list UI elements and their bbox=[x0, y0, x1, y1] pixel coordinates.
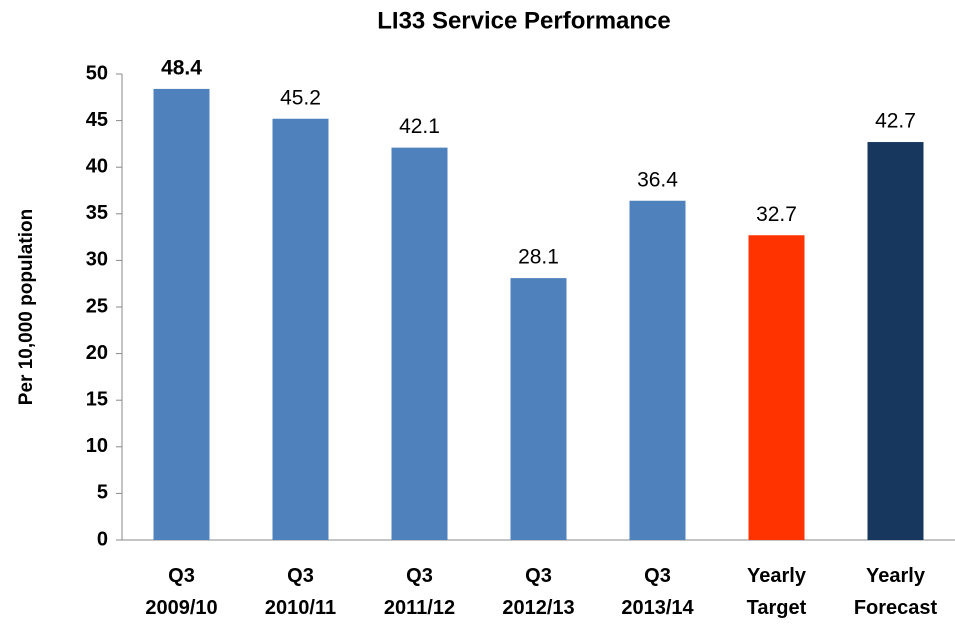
bar bbox=[391, 147, 448, 541]
x-tick-label: Yearly Target bbox=[746, 565, 807, 619]
data-label: 32.7 bbox=[756, 203, 797, 226]
y-tick-label: 5 bbox=[97, 482, 108, 504]
chart-title: LI33 Service Performance bbox=[377, 7, 671, 34]
data-label: 28.1 bbox=[518, 246, 559, 269]
x-tick-label: Q3 2010/11 bbox=[264, 565, 337, 619]
y-tick-label: 20 bbox=[86, 342, 108, 364]
bar bbox=[867, 142, 924, 540]
bar bbox=[629, 200, 686, 540]
y-tick-label: 40 bbox=[86, 155, 108, 177]
y-tick-label: 45 bbox=[86, 109, 108, 131]
bar bbox=[748, 235, 805, 540]
x-tick-label: Q3 2013/14 bbox=[621, 565, 694, 619]
data-label: 36.4 bbox=[637, 168, 678, 191]
y-tick-label: 10 bbox=[86, 435, 108, 457]
data-label: 42.1 bbox=[399, 115, 440, 138]
bar bbox=[510, 278, 567, 540]
bar bbox=[272, 118, 329, 541]
x-tick-label: Q3 2012/13 bbox=[502, 565, 575, 619]
x-tick-label: Yearly Forecast bbox=[853, 565, 938, 619]
y-tick-label: 0 bbox=[97, 528, 108, 550]
y-tick-label: 35 bbox=[86, 202, 108, 224]
x-tick-label: Q3 2011/12 bbox=[383, 565, 456, 619]
y-axis-title: Per 10,000 population bbox=[16, 209, 37, 405]
y-tick-label: 30 bbox=[86, 249, 108, 271]
x-tick-label: Q3 2009/10 bbox=[145, 565, 218, 619]
y-tick-label: 50 bbox=[86, 62, 108, 84]
bar bbox=[153, 88, 210, 541]
y-tick-label: 15 bbox=[86, 388, 108, 410]
y-tick-label: 25 bbox=[86, 295, 108, 317]
data-label: 45.2 bbox=[280, 86, 321, 109]
data-label: 42.7 bbox=[875, 110, 916, 133]
data-label: 48.4 bbox=[161, 56, 202, 79]
